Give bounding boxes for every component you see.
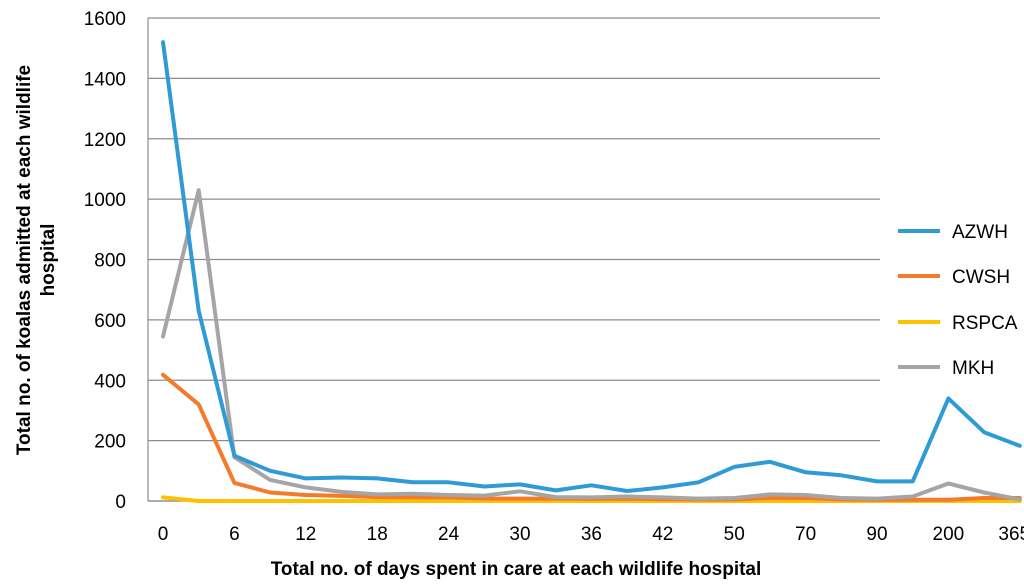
legend: AZWH CWSH RSPCA MKH	[898, 222, 1018, 379]
y-tick-label: 1600	[84, 9, 126, 30]
series-line-azwh	[161, 40, 1022, 493]
y-tick-label: 1000	[84, 190, 126, 211]
x-tick-label: 24	[438, 524, 460, 545]
gridlines	[148, 17, 880, 502]
legend-label-rspca: RSPCA	[952, 313, 1018, 334]
x-tick-label: 50	[724, 524, 745, 545]
series-lines	[161, 40, 1022, 503]
series-line-mkh	[161, 188, 1022, 502]
x-tick-label: 90	[866, 524, 887, 545]
x-tick-label: 0	[158, 524, 169, 545]
y-tick-label: 600	[94, 311, 126, 332]
legend-label-mkh: MKH	[952, 358, 994, 379]
legend-label-cwsh: CWSH	[952, 267, 1010, 288]
x-tick-label: 30	[509, 524, 530, 545]
y-axis-title: Total no. of koalas admitted at each wil…	[14, 65, 59, 455]
y-tick-label: 1400	[84, 69, 126, 90]
x-axis-title: Total no. of days spent in care at each …	[271, 559, 762, 580]
y-tick-label: 800	[94, 251, 126, 272]
x-tick-label: 6	[229, 524, 240, 545]
x-tick-label: 70	[795, 524, 816, 545]
x-tick-label: 12	[295, 524, 316, 545]
y-tick-label: 400	[94, 371, 126, 392]
legend-label-azwh: AZWH	[952, 222, 1008, 243]
x-tick-label: 42	[652, 524, 673, 545]
y-axis-ticks: 0 200 400 600 800 1000 1200 1400 1600	[84, 9, 126, 513]
x-axis-ticks: 0 6 12 18 24 30 36 42 50 70 90 200 365+	[158, 524, 1024, 545]
y-tick-label: 200	[94, 432, 126, 453]
x-tick-label: 200	[933, 524, 965, 545]
x-tick-label: 36	[581, 524, 602, 545]
x-tick-label: 365+	[998, 524, 1024, 545]
y-tick-label: 0	[115, 492, 126, 513]
y-tick-label: 1200	[84, 130, 126, 151]
x-tick-label: 18	[367, 524, 388, 545]
